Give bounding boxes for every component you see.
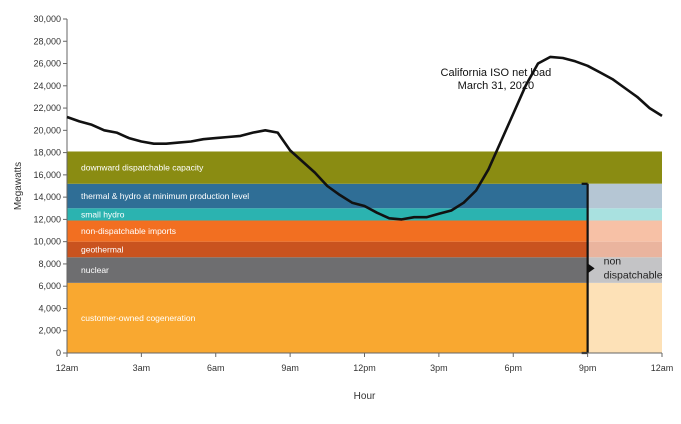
band-small-hydro (67, 208, 588, 221)
y-tick-label: 10,000 (33, 237, 61, 247)
y-tick-label: 4,000 (38, 303, 61, 313)
non-dispatchable-label-line1: non (604, 255, 622, 267)
band-downward-dispatchable-capacity (67, 151, 662, 184)
non-dispatchable-layer (581, 182, 662, 355)
y-tick-label: 26,000 (33, 59, 61, 69)
series-annotation-line2: March 31, 2020 (458, 80, 534, 92)
y-tick-label: 12,000 (33, 214, 61, 224)
band-label-small-hydro: small hydro (81, 209, 125, 219)
band-label-nuclear: nuclear (81, 265, 109, 275)
band-labels-layer: customer-owned cogeneration nuclear geothe… (81, 163, 249, 323)
x-tick-label: 12pm (353, 363, 376, 373)
band-non-dispatchable-imports (67, 220, 588, 242)
bands-layer (67, 151, 662, 353)
band-label-downward-dispatchable-capacity: downward dispatchable capacity (81, 163, 204, 173)
band-label-customer-owned-cogeneration: customer-owned cogeneration (81, 313, 196, 323)
y-tick-label: 16,000 (33, 170, 61, 180)
y-tick-label: 2,000 (38, 326, 61, 336)
y-tick-label: 20,000 (33, 125, 61, 135)
x-tick-label: 12am (56, 363, 79, 373)
band-label-non-dispatchable-imports: non-dispatchable imports (81, 226, 176, 236)
axes-layer: 0 2,000 4,000 6,000 8,000 10,000 12,000 14,000 1… (33, 14, 673, 373)
band-geothermal (67, 241, 588, 258)
y-tick-label: 6,000 (38, 281, 61, 291)
bracket-arrow (587, 263, 595, 274)
band-label-geothermal: geothermal (81, 244, 124, 254)
x-tick-label: 6pm (504, 363, 522, 373)
band-geothermal-faded (587, 241, 662, 258)
x-tick-label: 3am (133, 363, 151, 373)
band-label-thermal-and-hydro-at-minimum-production-level: thermal & hydro at minimum production le… (81, 191, 249, 201)
x-tick-label: 9pm (579, 363, 597, 373)
y-tick-label: 8,000 (38, 259, 61, 269)
y-tick-label: 14,000 (33, 192, 61, 202)
y-tick-label: 22,000 (33, 103, 61, 113)
band-non-dispatchable-imports-faded (587, 220, 662, 242)
y-axis-title: Megawatts (13, 162, 24, 210)
y-tick-label: 24,000 (33, 81, 61, 91)
series-layer (66, 55, 663, 221)
band-thermal-and-hydro-at-minimum-production-level (67, 183, 588, 209)
net-load-line (66, 55, 663, 221)
y-tick-label: 18,000 (33, 148, 61, 158)
band-nuclear (67, 257, 588, 283)
non-dispatchable-label-line2: dispatchable (604, 269, 663, 281)
x-tick-label: 12am (651, 363, 674, 373)
x-tick-label: 9am (281, 363, 299, 373)
annotation-layer: California ISO net load March 31, 2020 n… (13, 67, 663, 402)
x-axis-title: Hour (354, 391, 376, 402)
band-small-hydro-faded (587, 208, 662, 221)
x-tick-label: 6am (207, 363, 225, 373)
band-thermal-and-hydro-at-minimum-production-level-faded (587, 183, 662, 209)
y-tick-label: 30,000 (33, 14, 61, 24)
band-nuclear-faded (587, 257, 662, 283)
y-tick-label: 0 (56, 348, 61, 358)
x-tick-label: 3pm (430, 363, 448, 373)
series-annotation-line1: California ISO net load (441, 67, 552, 79)
band-customer-owned-cogeneration-faded (587, 282, 662, 353)
y-tick-label: 28,000 (33, 36, 61, 46)
band-customer-owned-cogeneration (67, 282, 588, 353)
